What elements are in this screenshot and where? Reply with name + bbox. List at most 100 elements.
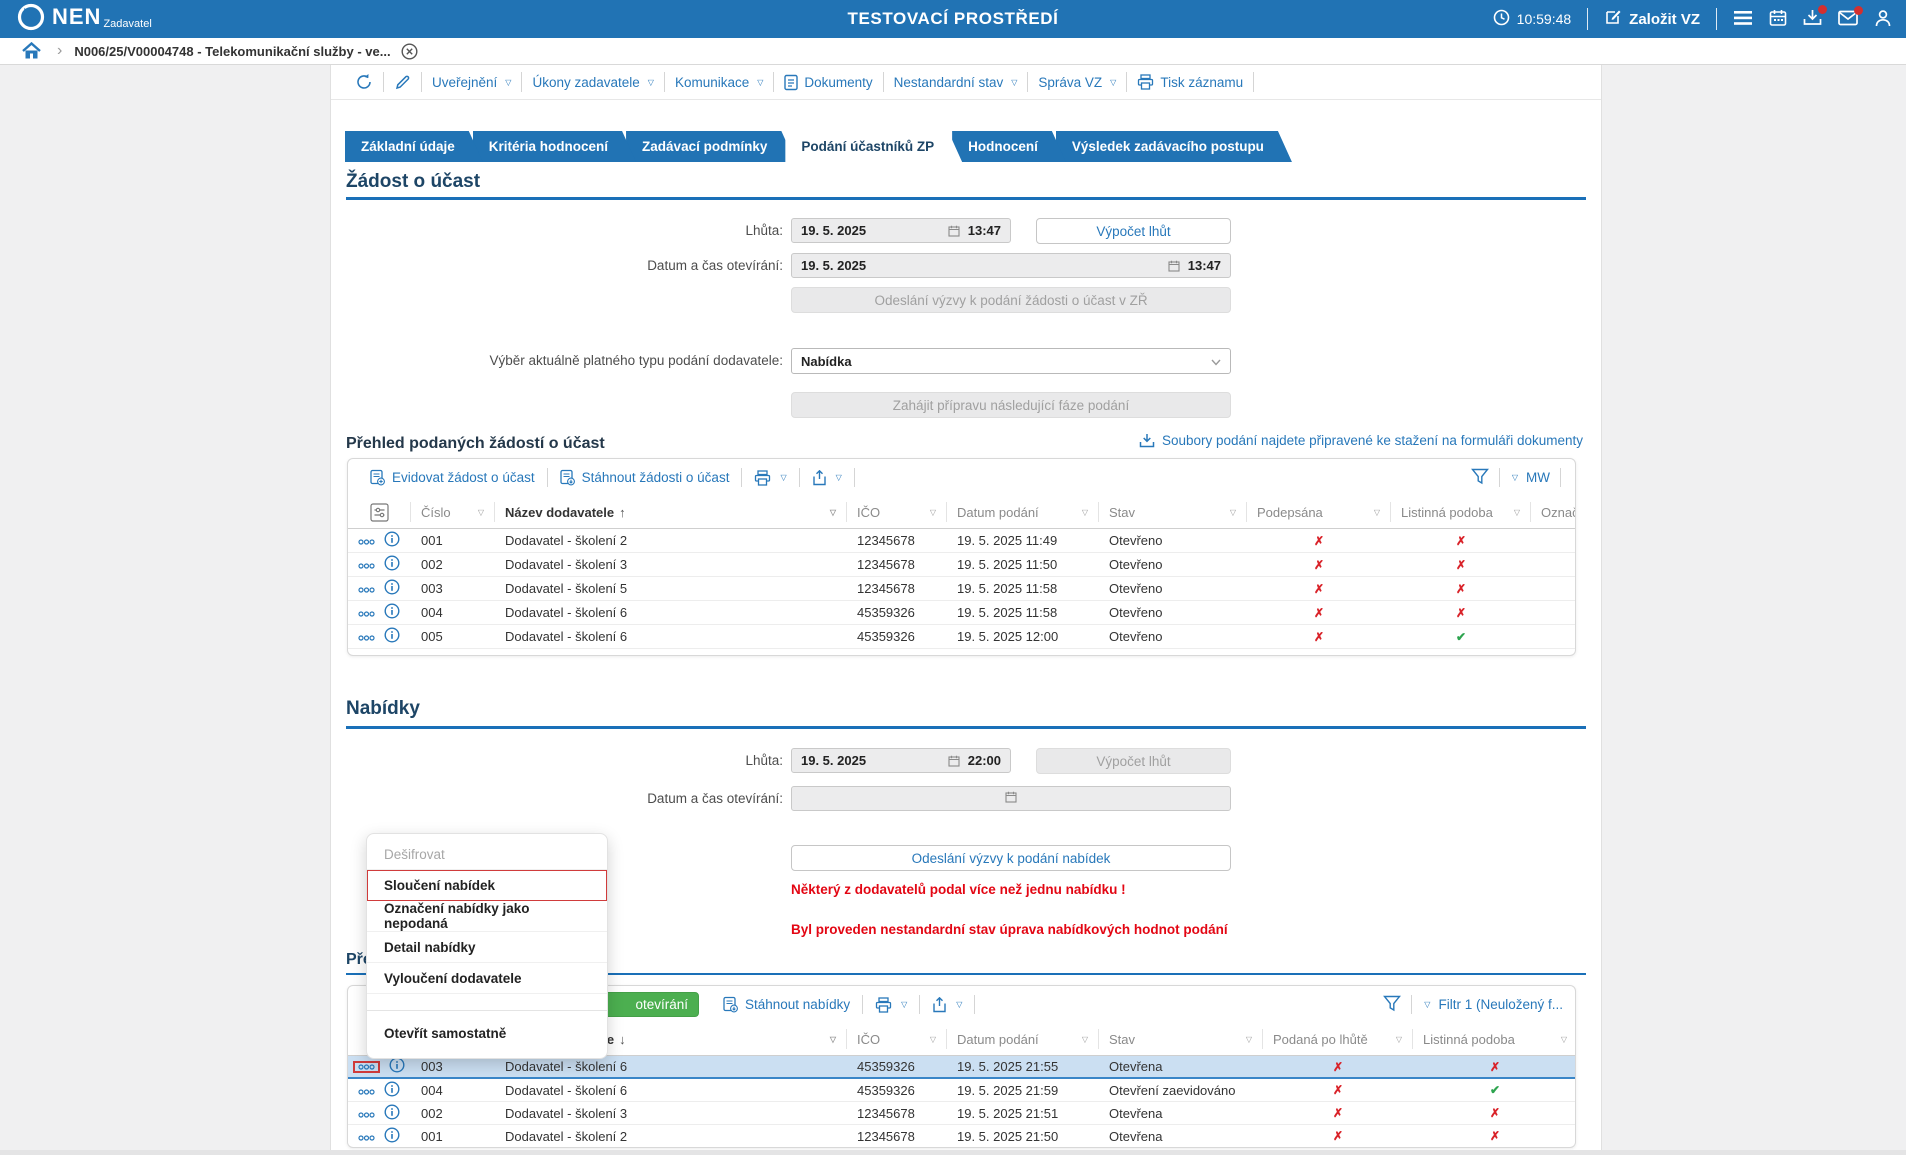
filter-preset-label[interactable]: Filtr 1 (Neuložený f... xyxy=(1438,997,1563,1012)
column-header-stav[interactable]: Stav ▽ xyxy=(1099,502,1247,522)
menu-item-detail-nabidky[interactable]: Detail nabídky xyxy=(367,932,607,963)
row-info-button[interactable] xyxy=(384,603,400,622)
calendar-button[interactable] xyxy=(1769,9,1787,30)
filter-icon[interactable]: ▽ xyxy=(1081,1034,1088,1044)
lhuta2-input[interactable]: 19. 5. 2025 22:00 xyxy=(791,748,1011,773)
refresh-button[interactable] xyxy=(345,73,383,91)
filter-funnel-button[interactable] xyxy=(1383,995,1402,1015)
column-header-podepsana[interactable]: Podepsána ▽ xyxy=(1247,502,1391,522)
home-button[interactable] xyxy=(22,42,41,60)
table-row[interactable]: 005 Dodavatel - školení 6 45359326 19. 5… xyxy=(348,625,1575,649)
column-settings-button[interactable] xyxy=(348,502,411,522)
menu-item-vylouceni-dodavatele[interactable]: Vyloučení dodavatele xyxy=(367,963,607,994)
menu-item-slouceni-nabidek[interactable]: Sloučení nabídek xyxy=(367,870,607,901)
tab-hodnoceni[interactable]: Hodnocení xyxy=(952,131,1066,162)
table-row[interactable]: 004 Dodavatel - školení 6 45359326 19. 5… xyxy=(348,1079,1575,1102)
menu-button[interactable] xyxy=(1733,10,1753,29)
table-row[interactable]: 002 Dodavatel - školení 3 12345678 19. 5… xyxy=(348,1102,1575,1125)
filter-icon[interactable]: ▽ xyxy=(1560,1034,1567,1044)
menu-tisk-zaznamu[interactable]: Tisk záznamu xyxy=(1127,74,1253,90)
menu-komunikace[interactable]: Komunikace ▽ xyxy=(665,75,773,90)
chevron-down-icon[interactable]: ▽ xyxy=(1511,473,1518,482)
tab-vysledek[interactable]: Výsledek zadávacího postupu xyxy=(1056,131,1292,162)
filter-icon[interactable]: ▽ xyxy=(1245,1034,1252,1044)
column-header-nazev[interactable]: Název dodavatele ↑ ▽ xyxy=(495,502,847,522)
menu-item-otevrit-samostatne[interactable]: Otevřít samostatně xyxy=(384,1026,507,1041)
chevron-down-icon[interactable]: ▽ xyxy=(1424,1000,1431,1009)
menu-sprava-vz[interactable]: Správa VZ ▽ xyxy=(1028,75,1126,90)
row-info-button[interactable] xyxy=(384,555,400,574)
stahnout-nabidky-button[interactable]: Stáhnout nabídky xyxy=(713,996,860,1013)
otevirani2-input[interactable] xyxy=(791,786,1231,811)
filter-preset-label[interactable]: MW xyxy=(1526,470,1550,485)
filter-icon[interactable]: ▽ xyxy=(929,507,936,517)
row-menu-button[interactable] xyxy=(358,557,375,572)
menu-dokumenty[interactable]: Dokumenty xyxy=(774,74,882,91)
menu-item-oznaceni-nepodana[interactable]: Označení nabídky jako nepodaná xyxy=(367,901,607,932)
row-info-button[interactable] xyxy=(384,627,400,646)
filter-icon[interactable]: ▽ xyxy=(1395,1034,1402,1044)
edit-record-button[interactable] xyxy=(384,74,421,91)
row-info-button[interactable] xyxy=(384,1103,400,1123)
filter-icon[interactable]: ▽ xyxy=(1373,507,1380,517)
row-info-button[interactable] xyxy=(389,1057,405,1076)
export-table-button[interactable]: ▽ xyxy=(802,469,852,486)
print-table-button[interactable]: ▽ xyxy=(744,469,796,486)
row-menu-button[interactable] xyxy=(358,1106,375,1121)
stahnout-zadosti-button[interactable]: Stáhnout žádosti o účast xyxy=(550,469,740,486)
column-header-stav[interactable]: Stav ▽ xyxy=(1099,1029,1263,1049)
profile-button[interactable] xyxy=(1874,9,1892,30)
column-header-cislo[interactable]: Číslo ▽ xyxy=(411,502,495,522)
filter-icon[interactable]: ▽ xyxy=(829,1034,836,1044)
tab-zakladni-udaje[interactable]: Základní údaje xyxy=(345,131,483,162)
filter-funnel-button[interactable] xyxy=(1470,468,1489,488)
create-vz-button[interactable]: Založit VZ xyxy=(1604,8,1700,30)
lhuta-input[interactable]: 19. 5. 2025 13:47 xyxy=(791,218,1011,243)
row-menu-button-clicked[interactable] xyxy=(353,1060,380,1073)
record-tab-label[interactable]: N006/25/V00004748 - Telekomunikační služ… xyxy=(74,43,391,59)
table-row-selected[interactable]: 003 Dodavatel - školení 6 45359326 19. 5… xyxy=(348,1056,1575,1079)
messages-button[interactable] xyxy=(1838,5,1863,29)
menu-uverejneni[interactable]: Uveřejnění ▽ xyxy=(422,75,521,90)
column-header-listinna[interactable]: Listinná podoba ▽ xyxy=(1413,1029,1575,1049)
evidovat-zadost-button[interactable]: Evidovat žádost o účast xyxy=(360,469,545,486)
column-header-podana-po-lhute[interactable]: Podaná po lhůtě ▽ xyxy=(1263,1029,1413,1049)
row-menu-button[interactable] xyxy=(358,629,375,644)
tab-podani-ucastniku[interactable]: Podání účastníků ZP xyxy=(785,131,962,162)
filter-icon[interactable]: ▽ xyxy=(929,1034,936,1044)
downloads-button[interactable] xyxy=(1803,4,1827,30)
print-table-button[interactable]: ▽ xyxy=(865,996,917,1013)
column-header-ico[interactable]: IČO ▽ xyxy=(847,502,947,522)
table-row[interactable]: 004 Dodavatel - školení 6 45359326 19. 5… xyxy=(348,601,1575,625)
filter-icon[interactable]: ▽ xyxy=(1513,507,1520,517)
table-row[interactable]: 003 Dodavatel - školení 5 12345678 19. 5… xyxy=(348,577,1575,601)
column-header-listinna[interactable]: Listinná podoba ▽ xyxy=(1391,502,1531,522)
export-table-button[interactable]: ▽ xyxy=(922,996,972,1013)
table-row[interactable]: 001 Dodavatel - školení 2 12345678 19. 5… xyxy=(348,529,1575,553)
row-menu-button[interactable] xyxy=(358,1083,375,1098)
row-info-button[interactable] xyxy=(384,531,400,550)
table-row[interactable]: 001 Dodavatel - školení 2 12345678 19. 5… xyxy=(348,1125,1575,1147)
row-info-button[interactable] xyxy=(384,579,400,598)
podani-download-link[interactable]: Soubory podání najdete připravené ke sta… xyxy=(1139,433,1583,448)
filter-icon[interactable]: ▽ xyxy=(829,507,836,517)
menu-nestandardni-stav[interactable]: Nestandardní stav ▽ xyxy=(884,75,1028,90)
column-header-ico[interactable]: IČO ▽ xyxy=(847,1029,947,1049)
vypocet-lhut-button[interactable]: Výpočet lhůt xyxy=(1036,218,1231,244)
send-offers-button[interactable]: Odeslání výzvy k podání nabídek xyxy=(791,845,1231,871)
table-row[interactable]: 002 Dodavatel - školení 3 12345678 19. 5… xyxy=(348,553,1575,577)
nen-logo[interactable]: NEN Zadavatel xyxy=(16,2,152,37)
close-record-button[interactable] xyxy=(401,42,418,60)
filter-icon[interactable]: ▽ xyxy=(477,507,484,517)
otevirani-input[interactable]: 19. 5. 2025 13:47 xyxy=(791,253,1231,278)
column-header-oznaceni[interactable]: Označení xyxy=(1531,502,1575,522)
column-header-datum[interactable]: Datum podání ▽ xyxy=(947,1029,1099,1049)
row-info-button[interactable] xyxy=(384,1126,400,1146)
filter-icon[interactable]: ▽ xyxy=(1081,507,1088,517)
filter-icon[interactable]: ▽ xyxy=(1229,507,1236,517)
menu-ukony-zadavatele[interactable]: Úkony zadavatele ▽ xyxy=(522,75,663,90)
row-menu-button[interactable] xyxy=(358,605,375,620)
tab-kriteria-hodnoceni[interactable]: Kritéria hodnocení xyxy=(473,131,636,162)
row-info-button[interactable] xyxy=(384,1080,400,1100)
type-select[interactable]: Nabídka xyxy=(791,348,1231,374)
